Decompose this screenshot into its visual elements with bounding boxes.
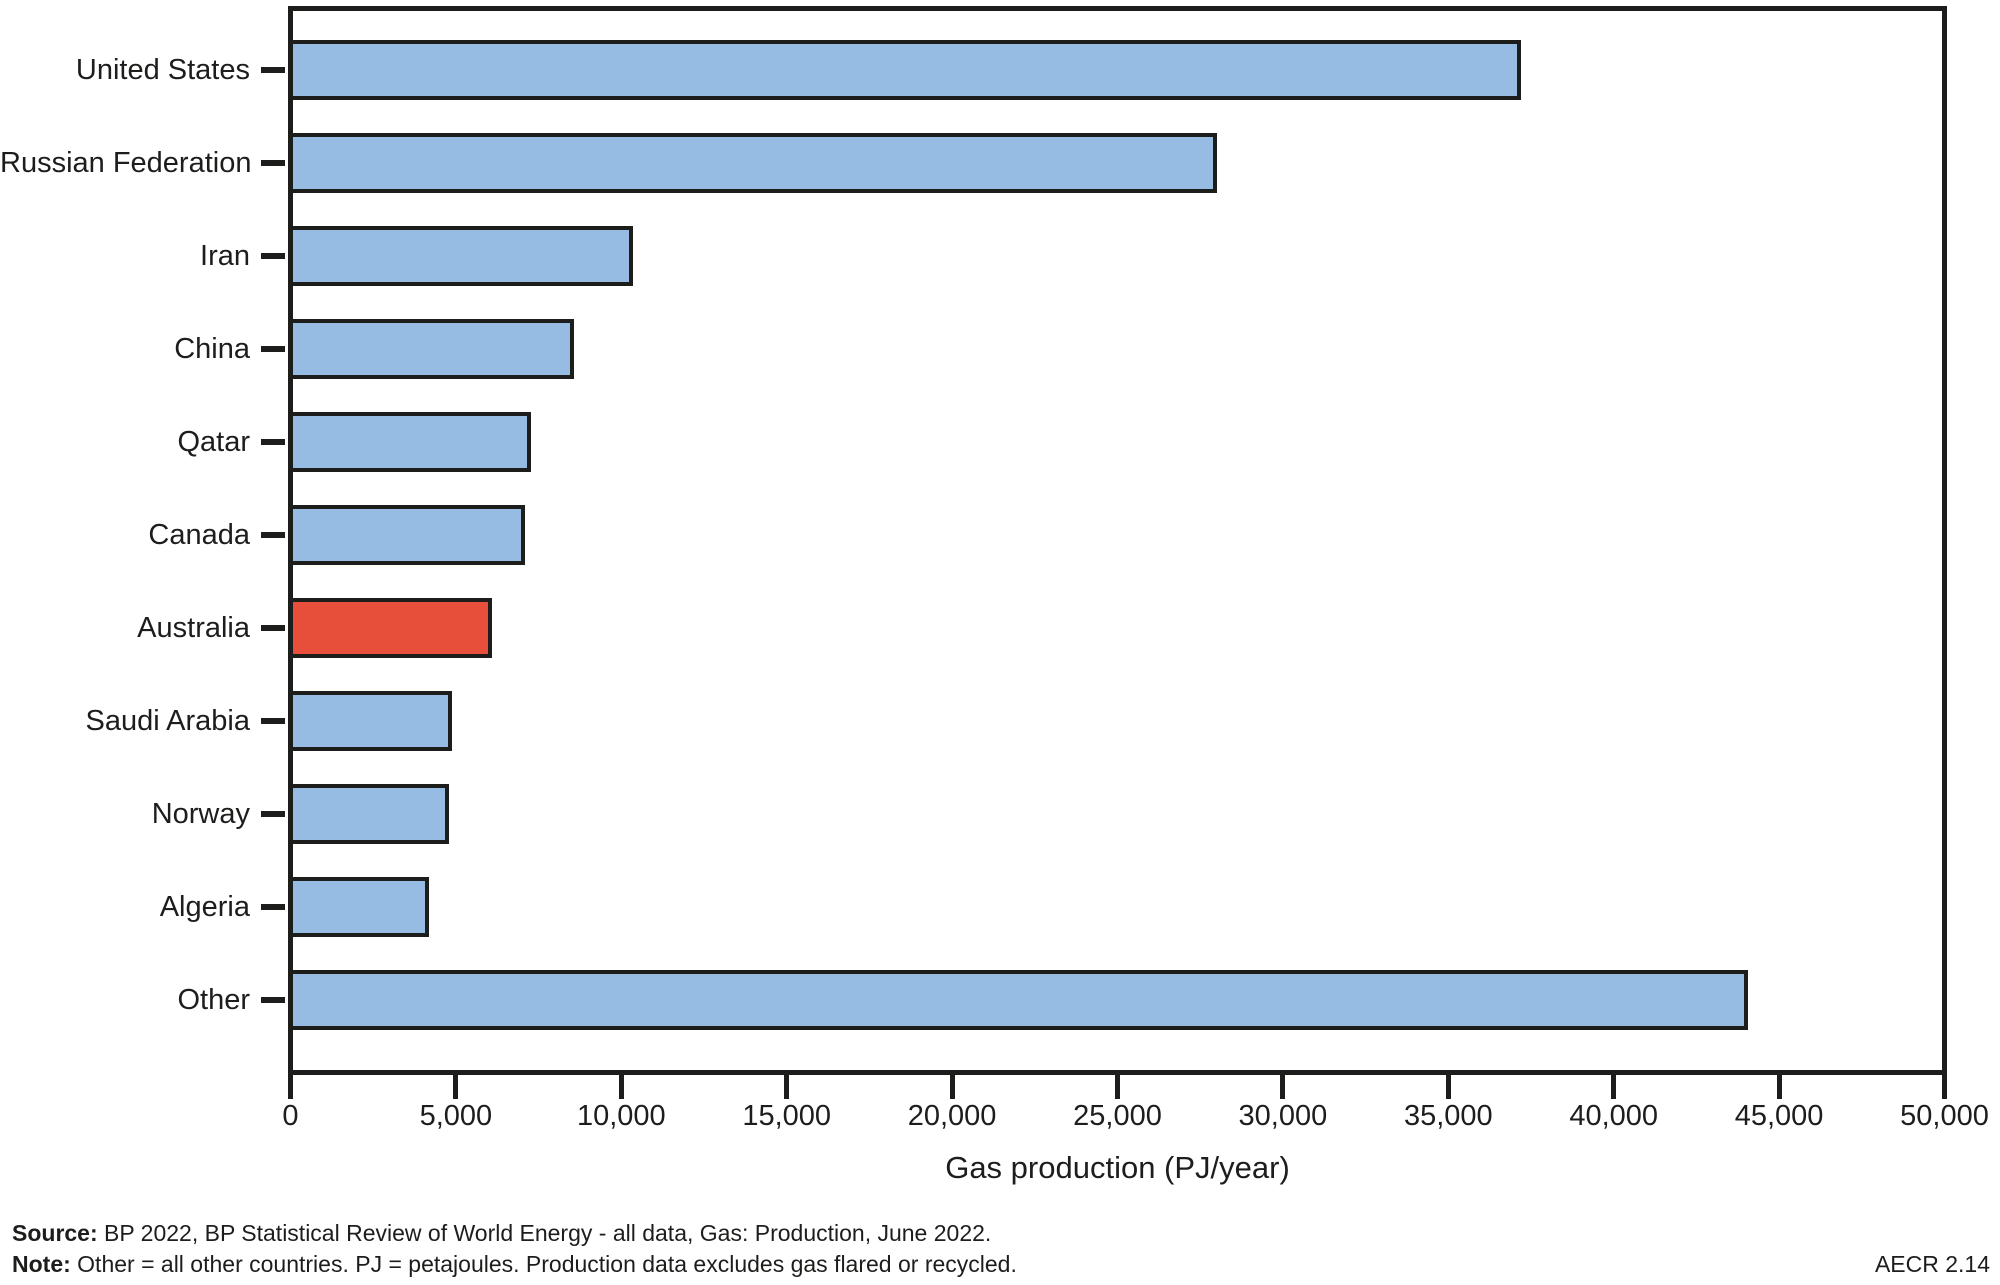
x-tick-20000 (949, 1075, 955, 1099)
category-tick-canada (261, 532, 285, 538)
bar-algeria (293, 877, 429, 937)
bar-russian-federation (293, 133, 1218, 193)
bar-australia (293, 598, 492, 658)
note-line: Note: Other = all other countries. PJ = … (12, 1251, 1017, 1278)
category-tick-australia (261, 625, 285, 631)
x-tick-label-35000: 35,000 (1403, 1100, 1493, 1132)
source-prefix: Source: (12, 1220, 98, 1246)
bar-norway (293, 784, 449, 844)
bar-china (293, 319, 575, 379)
category-label-canada: Canada (148, 519, 250, 551)
x-tick-label-50000: 50,000 (1900, 1100, 1989, 1132)
x-tick-label-0: 0 (282, 1100, 299, 1132)
x-tick-0 (288, 1075, 293, 1099)
x-tick-45000 (1776, 1075, 1782, 1099)
source-line: Source: BP 2022, BP Statistical Review o… (12, 1220, 991, 1247)
figure-code: AECR 2.14 (1874, 1251, 1990, 1277)
category-label-australia: Australia (137, 612, 250, 644)
category-label-norway: Norway (151, 798, 250, 830)
category-tick-norway (261, 811, 285, 817)
x-tick-label-10000: 10,000 (576, 1100, 666, 1132)
category-tick-china (261, 346, 285, 352)
x-tick-label-40000: 40,000 (1569, 1100, 1659, 1132)
category-label-iran: Iran (200, 240, 250, 272)
category-tick-saudi-arabia (261, 718, 285, 724)
x-tick-label-25000: 25,000 (1073, 1100, 1162, 1132)
bar-saudi-arabia (293, 691, 452, 751)
x-tick-5000 (453, 1075, 459, 1099)
x-tick-25000 (1115, 1075, 1120, 1099)
bar-canada (293, 505, 525, 565)
x-tick-label-20000: 20,000 (907, 1100, 997, 1132)
bar-iran (293, 226, 634, 286)
category-label-qatar: Qatar (177, 426, 250, 458)
category-tick-iran (261, 253, 285, 259)
x-tick-10000 (618, 1075, 624, 1099)
bar-other (293, 970, 1749, 1030)
x-tick-label-15000: 15,000 (742, 1100, 832, 1132)
category-label-china: China (174, 333, 250, 365)
note-text: Other = all other countries. PJ = petajo… (70, 1251, 1017, 1277)
category-tick-russian-federation (261, 160, 285, 166)
x-tick-40000 (1611, 1075, 1617, 1099)
category-label-algeria: Algeria (159, 891, 250, 923)
x-tick-50000 (1942, 1075, 1947, 1099)
x-tick-label-30000: 30,000 (1238, 1100, 1328, 1132)
category-tick-qatar (261, 439, 285, 445)
source-text: BP 2022, BP Statistical Review of World … (97, 1220, 992, 1246)
category-label-russian-federation: Russian Federation (0, 147, 252, 179)
category-label-other: Other (177, 984, 250, 1016)
category-label-saudi-arabia: Saudi Arabia (85, 705, 250, 737)
x-tick-label-45000: 45,000 (1734, 1100, 1824, 1132)
plot-area (288, 6, 1947, 1075)
bar-united-states (293, 40, 1521, 100)
category-tick-other (261, 997, 285, 1003)
note-prefix: Note: (12, 1251, 71, 1277)
category-label-united-states: United States (75, 54, 250, 86)
bar-qatar (293, 412, 532, 472)
x-tick-35000 (1445, 1075, 1451, 1099)
category-tick-united-states (261, 67, 285, 73)
x-tick-15000 (784, 1075, 790, 1099)
x-axis-title: Gas production (PJ/year) (945, 1150, 1290, 1185)
x-tick-30000 (1280, 1075, 1286, 1099)
x-tick-label-5000: 5,000 (419, 1100, 493, 1132)
category-tick-algeria (261, 904, 285, 910)
